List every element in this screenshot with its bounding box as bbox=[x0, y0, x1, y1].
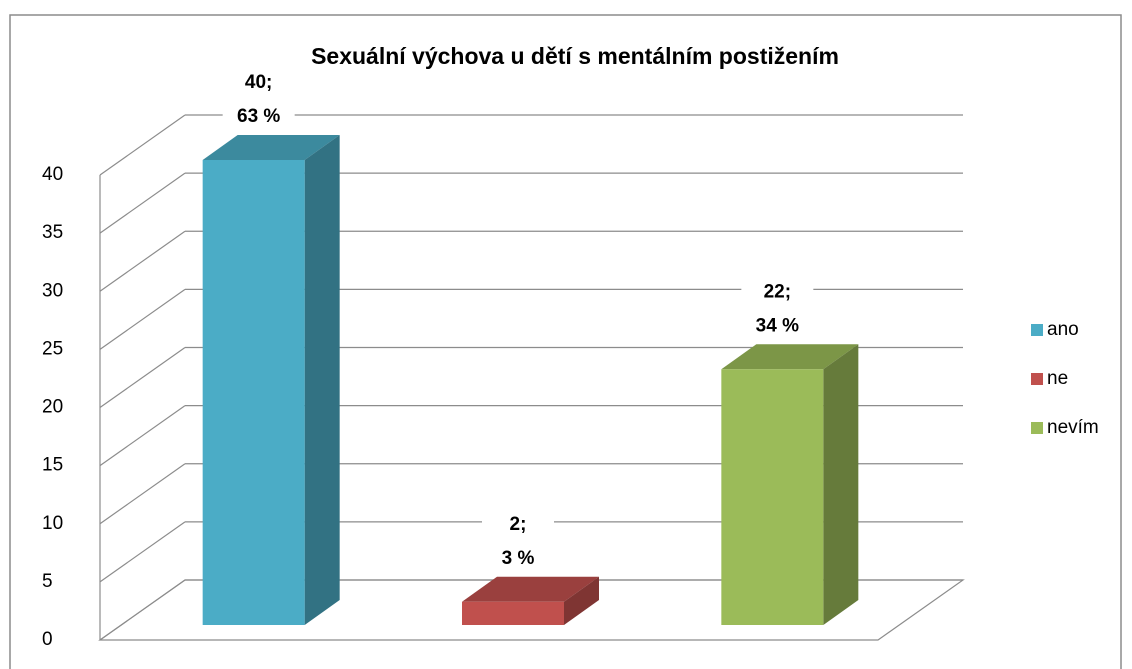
chart-title: Sexuální výchova u dětí s mentálním post… bbox=[311, 43, 839, 69]
grid-line bbox=[99, 347, 186, 408]
y-tick-label: 5 bbox=[42, 571, 53, 592]
y-tick-label: 10 bbox=[42, 513, 63, 534]
bar-top bbox=[721, 344, 859, 370]
legend-label: ne bbox=[1047, 368, 1068, 389]
grid-line bbox=[99, 463, 186, 525]
bar-top bbox=[202, 135, 340, 160]
grid-line bbox=[99, 579, 186, 641]
grid-line bbox=[99, 288, 186, 350]
bar bbox=[462, 601, 564, 625]
data-label: 40; bbox=[245, 72, 272, 93]
bar-side bbox=[564, 576, 599, 625]
data-label-box bbox=[741, 272, 814, 343]
data-label-box bbox=[482, 504, 554, 575]
data-label: 2; bbox=[510, 514, 527, 535]
y-tick-label: 20 bbox=[42, 397, 63, 418]
bar-side bbox=[823, 344, 859, 625]
y-tick-label: 25 bbox=[42, 338, 63, 359]
y-tick-label: 15 bbox=[42, 455, 63, 476]
grid-line bbox=[99, 521, 186, 583]
bar bbox=[721, 369, 824, 625]
legend-swatch bbox=[1031, 324, 1043, 336]
bar-side bbox=[304, 135, 340, 625]
bar-top bbox=[462, 576, 599, 602]
grid-line bbox=[99, 230, 186, 292]
bar bbox=[202, 160, 305, 625]
data-label: 63 % bbox=[237, 106, 280, 127]
legend-swatch bbox=[1031, 422, 1043, 434]
data-label: 22; bbox=[764, 281, 791, 302]
legend-label: nevím bbox=[1047, 417, 1099, 438]
legend-label: ano bbox=[1047, 319, 1079, 340]
data-label: 34 % bbox=[756, 315, 799, 336]
y-tick-label: 40 bbox=[42, 164, 63, 185]
grid-line bbox=[99, 114, 186, 176]
y-tick-label: 30 bbox=[42, 280, 63, 301]
chart-border bbox=[9, 14, 1122, 669]
legend-swatch bbox=[1031, 373, 1043, 385]
y-tick-label: 35 bbox=[42, 222, 63, 243]
data-label: 3 % bbox=[502, 548, 535, 569]
y-tick-label: 0 bbox=[42, 629, 53, 650]
data-label-box bbox=[222, 63, 295, 133]
grid-line bbox=[99, 405, 186, 467]
grid-line bbox=[99, 172, 186, 234]
